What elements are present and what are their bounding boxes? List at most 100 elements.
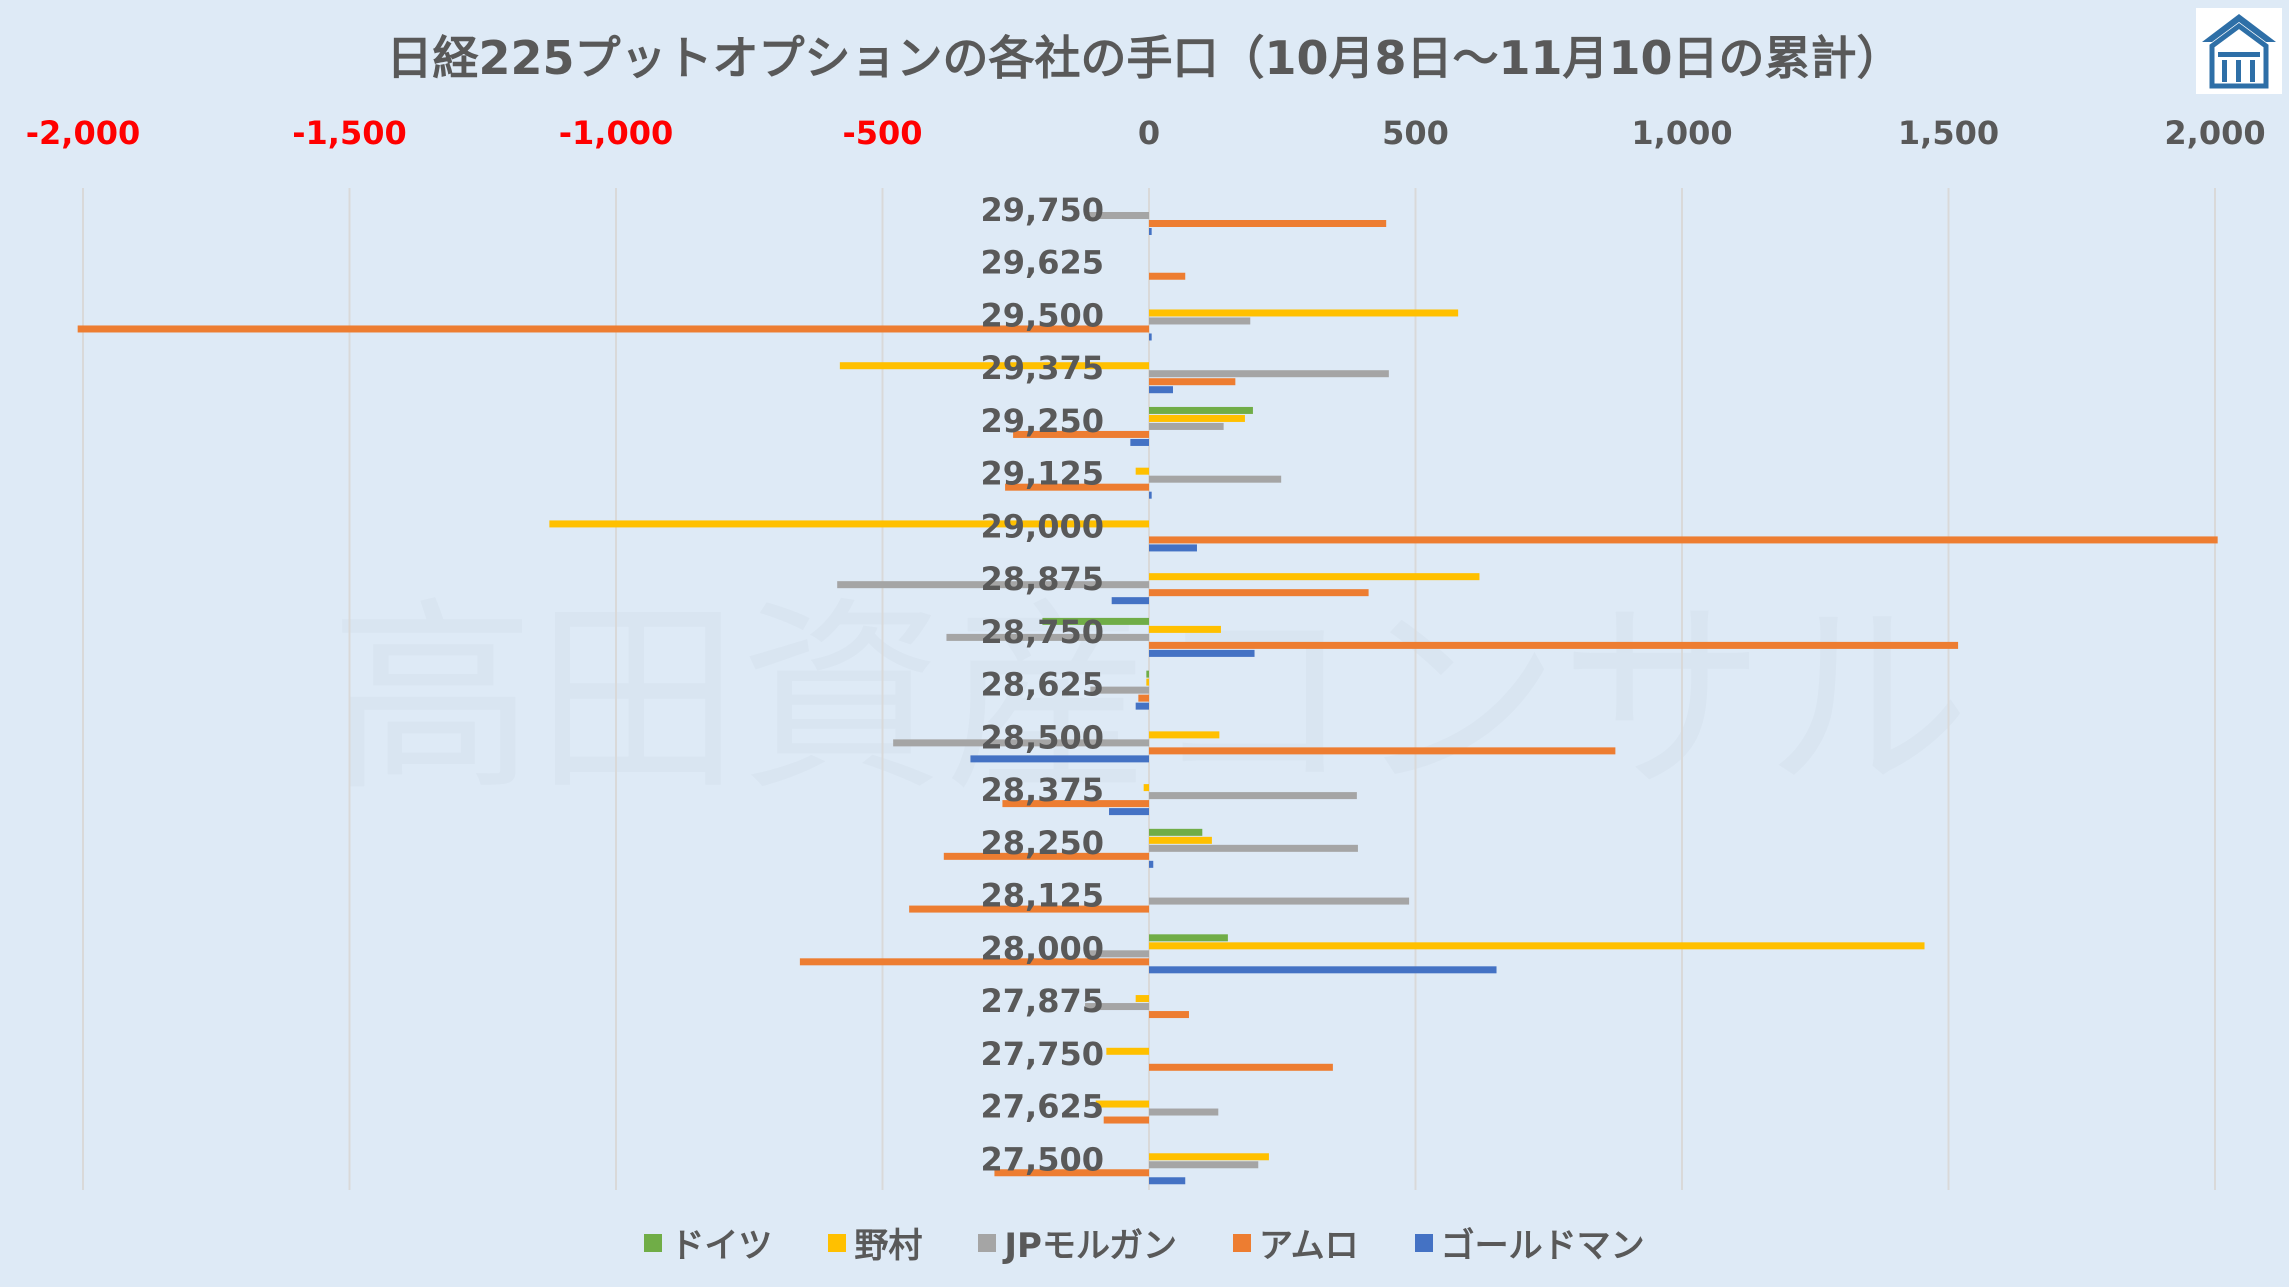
category-label: 28,750 [981, 613, 1104, 651]
category-label: 29,750 [981, 191, 1104, 229]
bar [1149, 897, 1410, 905]
legend-item: JPモルガン [978, 1218, 1177, 1267]
category-label: 29,000 [981, 507, 1104, 545]
bar [1149, 966, 1497, 974]
bar [1138, 694, 1149, 702]
bar [1149, 220, 1387, 227]
legend-swatch [828, 1233, 847, 1252]
category-label: 28,625 [981, 666, 1104, 704]
bar [1149, 792, 1357, 800]
bars [77, 212, 2218, 1185]
bar [1149, 491, 1152, 499]
legend: ドイツ 野村 JPモルガン アムロ ゴールドマン [0, 1218, 2289, 1267]
legend-item: 野村 [828, 1218, 922, 1267]
category-label: 28,125 [981, 877, 1104, 915]
category-labels: 29,750 29,625 29,500 29,375 29,250 29,125 29,0… [981, 191, 1104, 1178]
legend-swatch [978, 1233, 997, 1252]
bar [1149, 860, 1154, 868]
bar [1146, 678, 1149, 686]
legend-swatch [644, 1233, 663, 1252]
bar [1149, 1108, 1219, 1116]
bar [946, 633, 1149, 641]
legend-label: アムロ [1258, 1226, 1359, 1266]
legend-label: ドイツ [670, 1226, 773, 1266]
bar [1005, 483, 1149, 491]
bar [1042, 617, 1149, 625]
bar [1149, 625, 1221, 633]
x-tick-label: 0 [1138, 114, 1160, 152]
bar [1149, 934, 1228, 942]
bar [1149, 317, 1251, 325]
bar [1149, 641, 1959, 649]
bar [1135, 467, 1149, 475]
category-label: 27,875 [981, 982, 1104, 1020]
bar [1149, 475, 1282, 483]
bar [1106, 1047, 1149, 1055]
category-label: 27,500 [981, 1140, 1104, 1178]
legend-item: アムロ [1232, 1218, 1359, 1267]
legend-swatch [1232, 1233, 1251, 1252]
bar [1090, 686, 1149, 694]
chart-title: 日経225プットオプションの各社の手口（10月8日～11月10日の累計） [386, 31, 1903, 85]
bar [1149, 272, 1186, 280]
bar [970, 755, 1149, 763]
x-tick-label: -1,000 [559, 114, 674, 152]
company-logo [2196, 8, 2282, 94]
bar [1149, 1153, 1269, 1161]
bar [1149, 414, 1245, 422]
bar [839, 362, 1149, 370]
bar [549, 520, 1149, 528]
category-label: 29,125 [981, 455, 1104, 493]
bar [1149, 836, 1212, 844]
legend-item: ドイツ [644, 1218, 772, 1267]
category-label: 29,500 [981, 296, 1104, 334]
bar [1149, 378, 1236, 386]
bar [1149, 309, 1459, 317]
bar [1111, 597, 1149, 605]
x-tick-label: 1,000 [1631, 114, 1732, 152]
bar [1109, 808, 1149, 816]
bar [1149, 406, 1253, 414]
x-tick-label: -2,000 [26, 114, 141, 152]
bar [1149, 731, 1220, 739]
bar [1135, 995, 1149, 1003]
bar [1143, 784, 1149, 792]
x-tick-label: 2,000 [2164, 114, 2265, 152]
bar [799, 958, 1149, 966]
bar [1002, 800, 1149, 808]
bar [1013, 430, 1149, 438]
x-tick-label: -500 [842, 114, 922, 152]
bar [1130, 438, 1149, 446]
category-label: 28,000 [981, 929, 1104, 967]
bar [1149, 1063, 1333, 1071]
bar [1085, 1003, 1149, 1011]
category-label: 28,375 [981, 771, 1104, 809]
bar [1149, 333, 1152, 341]
legend-item: ゴールドマン [1414, 1218, 1645, 1267]
bar [1146, 670, 1149, 678]
legend-label: JPモルガン [1004, 1226, 1177, 1266]
legend-label: ゴールドマン [1440, 1226, 1645, 1266]
house-logo-icon [2202, 14, 2276, 89]
bar [1149, 747, 1616, 755]
bar [943, 852, 1149, 860]
bar [994, 1169, 1149, 1177]
bar [1149, 544, 1197, 552]
bar [1085, 212, 1149, 219]
legend-swatch [1414, 1233, 1433, 1252]
x-axis-ticks: -2,000 -1,500 -1,000 -500 0 500 1,000 1,500 2,00… [26, 114, 2266, 152]
bar [1149, 422, 1224, 430]
bar [1149, 1177, 1186, 1185]
category-label: 29,250 [981, 402, 1104, 440]
bar [1095, 1100, 1149, 1108]
category-label: 28,875 [981, 560, 1104, 598]
x-tick-label: 1,500 [1898, 114, 1999, 152]
x-tick-label: -1,500 [292, 114, 407, 152]
legend-label: 野村 [854, 1226, 923, 1266]
bar [1085, 950, 1149, 958]
bar [1149, 649, 1255, 657]
category-label: 27,625 [981, 1088, 1104, 1126]
bar [1149, 1011, 1189, 1019]
bar [77, 325, 1149, 333]
bar [1149, 1161, 1259, 1169]
